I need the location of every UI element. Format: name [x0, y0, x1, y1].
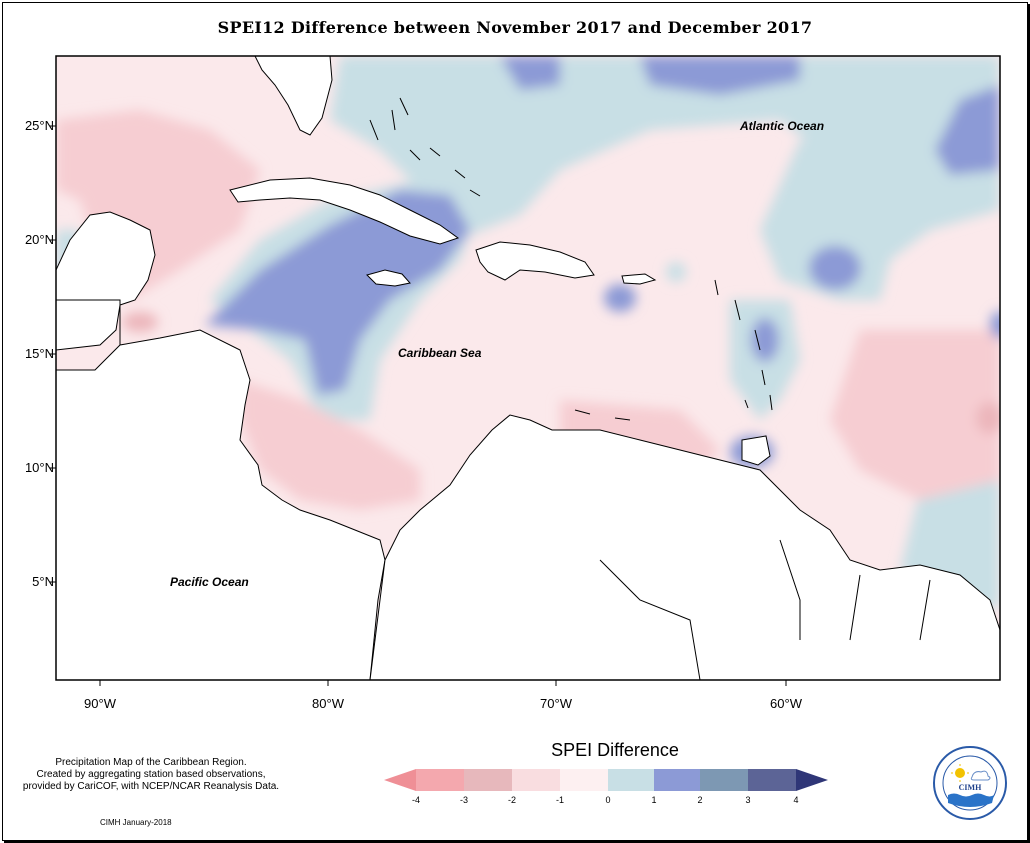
y-axis-label: 25°N: [24, 118, 54, 133]
legend-tick: -1: [555, 795, 564, 805]
legend-tick: 3: [745, 795, 751, 805]
axis-ticks: [50, 125, 787, 686]
land-layer: [56, 56, 1000, 680]
y-axis-label: 15°N: [24, 346, 54, 361]
field-lightblue-north: [330, 56, 1000, 235]
land-cuba: [229, 177, 460, 245]
field-blue-atlantic-north: [640, 56, 800, 95]
land-south-america: [369, 414, 1000, 680]
x-axis-label: 60°W: [770, 696, 802, 711]
field-blue-atlantic-cell: [809, 246, 861, 290]
legend-swatch: [464, 769, 512, 791]
field-blue-bahamas-north: [500, 56, 560, 90]
legend-tick: -2: [507, 795, 516, 805]
field-pink-spot-east: [976, 402, 1000, 434]
land-central-america: [56, 329, 386, 680]
pacific-ocean-label: Pacific Ocean: [170, 575, 249, 589]
y-axis-label: 5°N: [32, 574, 54, 589]
field-blue-cuba-jamaica: [205, 190, 470, 395]
land-belize-border: [56, 299, 121, 345]
land-trinidad: [741, 435, 771, 466]
x-axis-label: 70°W: [540, 696, 572, 711]
sun-icon: [955, 768, 965, 778]
land-hispaniola: [475, 241, 595, 281]
land-abc-islands: [574, 409, 631, 421]
logo-label: CIMH: [959, 783, 982, 792]
legend-swatch: [608, 769, 654, 791]
legend-swatch: [748, 769, 796, 791]
field-blue-martinique: [751, 318, 779, 362]
y-axis-label: 10°N: [24, 460, 54, 475]
land-yucatan-mexico: [56, 211, 156, 351]
x-axis-label: 90°W: [84, 696, 116, 711]
field-blue-east-edge: [990, 311, 1000, 339]
field-blue-atlantic-east: [935, 85, 1000, 175]
plot-border: [55, 55, 1001, 681]
cimh-logo: CIMH: [933, 746, 1007, 820]
legend-swatch: [700, 769, 748, 791]
field-blue-puerto-rico: [604, 284, 636, 312]
legend-tick: 1: [651, 795, 657, 805]
legend-swatch: [512, 769, 560, 791]
legend-tick: 4: [793, 795, 799, 805]
legend-swatch: [560, 769, 608, 791]
legend-tick: -3: [459, 795, 468, 805]
legend-arrow-right: [796, 769, 828, 791]
land-puerto-rico: [621, 273, 657, 285]
legend-swatch: [416, 769, 464, 791]
land-jamaica: [366, 269, 411, 287]
land-lesser-antilles: [714, 279, 773, 411]
islands-layer: [56, 97, 931, 680]
cloud-icon: [970, 770, 991, 781]
land-borders-sa: [599, 539, 931, 680]
wave-icon: [948, 793, 994, 807]
land-bahamas: [369, 97, 481, 197]
legend-swatch: [654, 769, 700, 791]
caribbean-sea-label: Caribbean Sea: [398, 346, 482, 360]
legend-tick: 2: [697, 795, 703, 805]
y-axis-label: 20°N: [24, 232, 54, 247]
legend-tick: 0: [605, 795, 611, 805]
legend-colorbar: [384, 769, 828, 791]
field-blue-virgin-islands: [666, 262, 686, 282]
legend-tick: -4: [411, 795, 420, 805]
field-pink-east: [830, 330, 1000, 500]
field-pink-spot-honduras: [122, 312, 158, 332]
map-description: Precipitation Map of the Caribbean Regio…: [22, 757, 280, 792]
x-axis-label: 80°W: [312, 696, 344, 711]
map-title: SPEI12 Difference between November 2017 …: [217, 18, 813, 37]
legend-title: SPEI Difference: [551, 740, 679, 760]
field-pink-central-america: [240, 380, 420, 510]
map-credit: CIMH January-2018: [100, 818, 172, 827]
legend-arrow-left: [384, 769, 416, 791]
atlantic-ocean-label: Atlantic Ocean: [740, 119, 825, 133]
land-florida: [254, 56, 333, 136]
